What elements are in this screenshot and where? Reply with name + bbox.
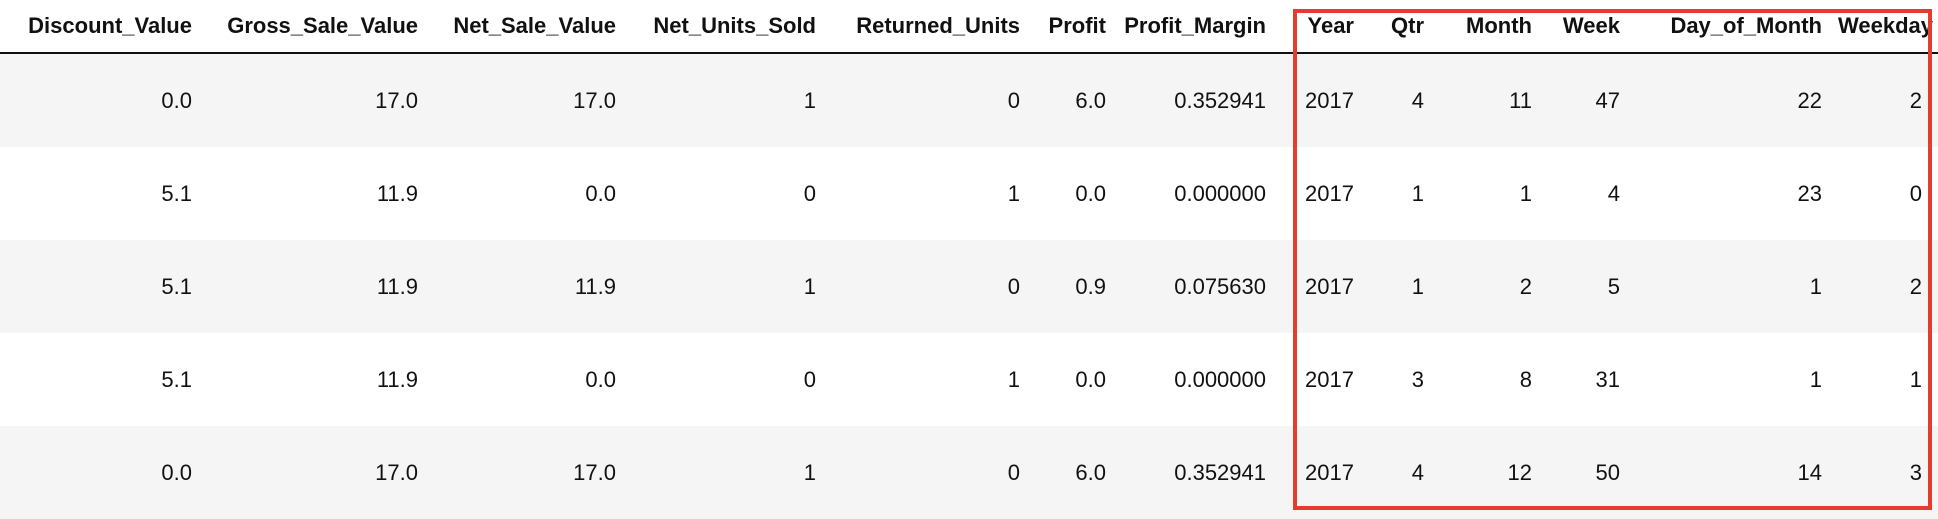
table-cell: 2 xyxy=(1838,240,1938,333)
table-row: 5.1 11.9 0.0 0 1 0.0 0.000000 2017 3 8 3… xyxy=(0,333,1938,426)
column-header-net-sale-value[interactable]: Net_Sale_Value xyxy=(434,0,632,54)
table-cell: 2 xyxy=(1440,240,1548,333)
column-header-profit[interactable]: Profit xyxy=(1036,0,1122,54)
table-cell: 2 xyxy=(1838,53,1938,147)
table-cell: 23 xyxy=(1636,147,1838,240)
table-cell: 8 xyxy=(1440,333,1548,426)
table-cell: 0.075630 xyxy=(1122,240,1282,333)
column-header-weekday[interactable]: Weekday xyxy=(1838,0,1938,54)
column-header-returned-units[interactable]: Returned_Units xyxy=(832,0,1036,54)
table-cell: 22 xyxy=(1636,53,1838,147)
table-cell: 11 xyxy=(1440,53,1548,147)
table-cell: 3 xyxy=(1838,426,1938,519)
table-cell: 2017 xyxy=(1282,147,1370,240)
table-cell: 1 xyxy=(1838,333,1938,426)
table-cell: 0 xyxy=(832,426,1036,519)
table-cell: 0.0 xyxy=(434,333,632,426)
table-cell: 1 xyxy=(1370,240,1440,333)
table-cell: 6.0 xyxy=(1036,426,1122,519)
column-header-year[interactable]: Year xyxy=(1282,0,1370,54)
table-cell: 0.352941 xyxy=(1122,53,1282,147)
table-cell: 0 xyxy=(632,147,832,240)
table-cell: 5 xyxy=(1548,240,1636,333)
table-cell: 2017 xyxy=(1282,53,1370,147)
table-cell: 1 xyxy=(1636,333,1838,426)
table-cell: 0.0 xyxy=(0,53,208,147)
table-cell: 11.9 xyxy=(208,240,434,333)
table-cell: 2017 xyxy=(1282,240,1370,333)
table-cell: 1 xyxy=(832,147,1036,240)
table-cell: 0 xyxy=(832,240,1036,333)
table-cell: 1 xyxy=(1440,147,1548,240)
column-header-month[interactable]: Month xyxy=(1440,0,1548,54)
table-body: 0.0 17.0 17.0 1 0 6.0 0.352941 2017 4 11… xyxy=(0,53,1938,519)
table-cell: 0 xyxy=(632,333,832,426)
table-cell: 0.0 xyxy=(0,426,208,519)
table-row: 5.1 11.9 0.0 0 1 0.0 0.000000 2017 1 1 4… xyxy=(0,147,1938,240)
table-row: 0.0 17.0 17.0 1 0 6.0 0.352941 2017 4 11… xyxy=(0,53,1938,147)
table-cell: 5.1 xyxy=(0,333,208,426)
table-cell: 0 xyxy=(1838,147,1938,240)
table-cell: 17.0 xyxy=(208,53,434,147)
table-cell: 0.000000 xyxy=(1122,147,1282,240)
column-header-gross-sale-value[interactable]: Gross_Sale_Value xyxy=(208,0,434,54)
table-cell: 50 xyxy=(1548,426,1636,519)
table-cell: 14 xyxy=(1636,426,1838,519)
table-cell: 6.0 xyxy=(1036,53,1122,147)
table-cell: 0.0 xyxy=(1036,333,1122,426)
table-cell: 1 xyxy=(632,53,832,147)
table-cell: 4 xyxy=(1370,53,1440,147)
table-row: 5.1 11.9 11.9 1 0 0.9 0.075630 2017 1 2 … xyxy=(0,240,1938,333)
column-header-profit-margin[interactable]: Profit_Margin xyxy=(1122,0,1282,54)
column-header-week[interactable]: Week xyxy=(1548,0,1636,54)
table-header: Discount_Value Gross_Sale_Value Net_Sale… xyxy=(0,0,1938,54)
table-cell: 5.1 xyxy=(0,240,208,333)
table-cell: 0.0 xyxy=(1036,147,1122,240)
table-cell: 17.0 xyxy=(434,426,632,519)
table-cell: 2017 xyxy=(1282,426,1370,519)
table-cell: 1 xyxy=(632,426,832,519)
table-cell: 31 xyxy=(1548,333,1636,426)
table-cell: 11.9 xyxy=(208,333,434,426)
table-cell: 3 xyxy=(1370,333,1440,426)
column-header-day-of-month[interactable]: Day_of_Month xyxy=(1636,0,1838,54)
table-cell: 4 xyxy=(1548,147,1636,240)
table-cell: 2017 xyxy=(1282,333,1370,426)
column-header-net-units-sold[interactable]: Net_Units_Sold xyxy=(632,0,832,54)
table-cell: 0.9 xyxy=(1036,240,1122,333)
table-cell: 0.000000 xyxy=(1122,333,1282,426)
header-row: Discount_Value Gross_Sale_Value Net_Sale… xyxy=(0,0,1938,54)
table-row: 0.0 17.0 17.0 1 0 6.0 0.352941 2017 4 12… xyxy=(0,426,1938,519)
table-cell: 0.0 xyxy=(434,147,632,240)
table-cell: 4 xyxy=(1370,426,1440,519)
table-cell: 47 xyxy=(1548,53,1636,147)
column-header-qtr[interactable]: Qtr xyxy=(1370,0,1440,54)
table-cell: 11.9 xyxy=(434,240,632,333)
table-cell: 17.0 xyxy=(434,53,632,147)
column-header-discount-value[interactable]: Discount_Value xyxy=(0,0,208,54)
table-cell: 0 xyxy=(832,53,1036,147)
table-cell: 1 xyxy=(1370,147,1440,240)
table-cell: 1 xyxy=(832,333,1036,426)
table-cell: 1 xyxy=(1636,240,1838,333)
table-cell: 17.0 xyxy=(208,426,434,519)
table-cell: 1 xyxy=(632,240,832,333)
table-cell: 11.9 xyxy=(208,147,434,240)
table-cell: 5.1 xyxy=(0,147,208,240)
table-cell: 12 xyxy=(1440,426,1548,519)
table-cell: 0.352941 xyxy=(1122,426,1282,519)
